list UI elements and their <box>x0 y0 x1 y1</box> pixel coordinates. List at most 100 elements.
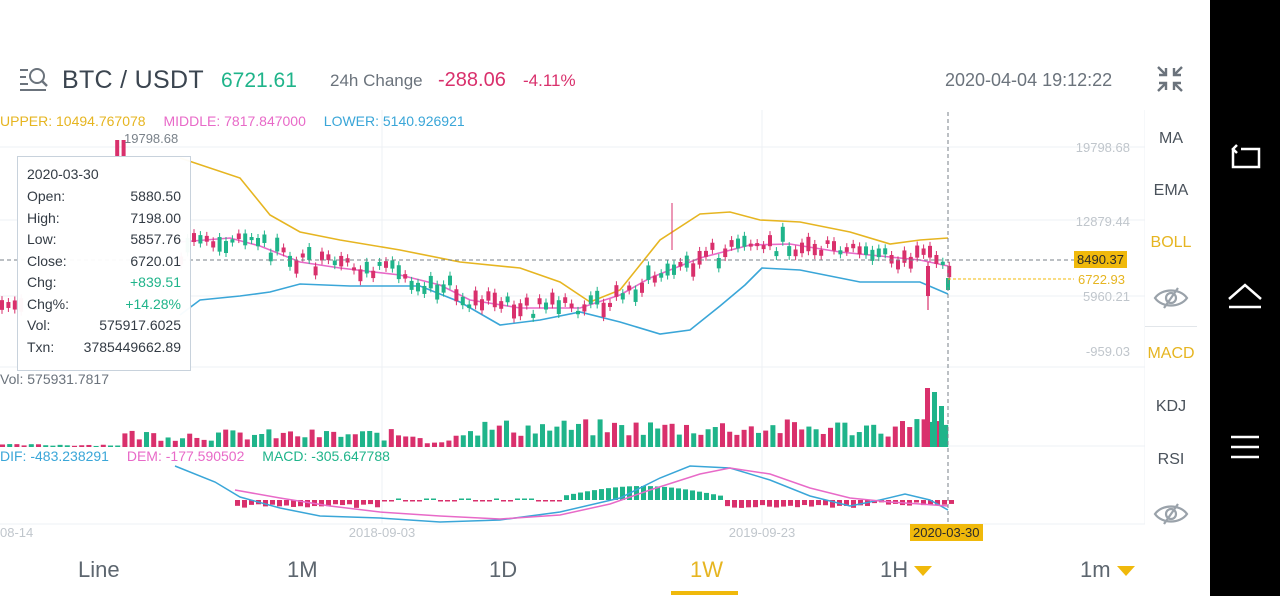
volume-bar <box>799 429 805 447</box>
volume-bar <box>489 429 495 447</box>
volume-bar <box>381 440 387 447</box>
indicator-macd[interactable]: MACD <box>1147 345 1195 362</box>
candle <box>115 140 120 156</box>
tooltip-value: 3785449662.89 <box>83 338 181 355</box>
caret-down-icon <box>1116 566 1135 577</box>
x-axis-label: 08-14 <box>0 525 33 540</box>
macd-bar <box>305 500 310 508</box>
candle <box>326 254 331 261</box>
volume-bar <box>900 421 905 447</box>
tab-1m-month[interactable]: 1M <box>287 557 318 582</box>
candle <box>435 284 440 300</box>
volume-bar <box>864 425 869 447</box>
trading-pair[interactable]: BTC / USDT <box>62 66 204 94</box>
candle <box>556 300 561 315</box>
volume-bar <box>244 439 250 447</box>
tab-1m-minute[interactable]: 1m <box>1080 557 1135 583</box>
volume-bar <box>288 431 293 447</box>
volume-bar <box>784 419 790 447</box>
macd-bar <box>431 498 436 500</box>
tooltip-value: 575917.6025 <box>99 317 181 333</box>
tooltip-label: Chg: <box>27 274 57 290</box>
candle <box>300 253 305 258</box>
search-chart-icon[interactable] <box>18 64 50 94</box>
volume-bar <box>194 437 200 447</box>
volume-bar <box>417 438 423 447</box>
volume-bar <box>885 436 891 447</box>
tooltip-row: Low: 5857.76 <box>27 229 181 251</box>
boll-lower: LOWER: 5140.926921 <box>323 113 465 129</box>
volume-bar <box>576 423 581 447</box>
fullscreen-exit-icon[interactable] <box>1155 64 1185 94</box>
macd-bar <box>844 500 849 506</box>
candle <box>531 313 536 318</box>
volume-bar <box>280 432 286 447</box>
back-icon[interactable] <box>1225 137 1265 177</box>
candle <box>896 260 900 270</box>
macd-bar <box>396 498 401 500</box>
candle <box>224 241 228 254</box>
candle <box>812 243 817 256</box>
eye-icon[interactable] <box>1153 502 1189 526</box>
max-price-label: 19798.68 <box>124 131 178 146</box>
candle <box>537 298 542 305</box>
macd-bar <box>326 500 331 507</box>
indicator-ema[interactable]: EMA <box>1153 182 1189 199</box>
tab-line[interactable]: Line <box>78 557 120 582</box>
indicator-boll[interactable]: BOLL <box>1150 234 1192 251</box>
indicator-rsi[interactable]: RSI <box>1157 451 1185 468</box>
candle <box>512 304 516 319</box>
volume-bar <box>432 442 437 447</box>
macd-bar <box>760 500 765 506</box>
tab-1d[interactable]: 1D <box>489 557 518 582</box>
volume-bar <box>597 419 603 447</box>
candle <box>793 249 798 257</box>
indicator-kdj[interactable]: KDJ <box>1155 398 1187 415</box>
candle <box>832 241 836 251</box>
volume-bar <box>525 425 531 447</box>
candle <box>371 270 376 279</box>
menu-icon[interactable] <box>1225 427 1265 467</box>
candle <box>864 246 868 255</box>
home-icon[interactable] <box>1225 277 1265 317</box>
tooltip-label: Open: <box>27 188 66 204</box>
volume-bar <box>50 445 56 447</box>
volume-bar <box>626 435 632 447</box>
eye-icon[interactable] <box>1153 286 1189 310</box>
candle <box>204 235 209 242</box>
macd-bar <box>711 494 716 500</box>
macd-bar <box>732 500 737 508</box>
system-nav-bar <box>1210 0 1280 596</box>
candle <box>358 269 363 282</box>
macd-bar <box>753 500 758 508</box>
boll-legend: UPPER: 10494.767078 MIDDLE: 7817.847000 … <box>0 113 479 129</box>
volume-bar <box>504 420 509 447</box>
macd-bar <box>543 500 548 502</box>
candle <box>723 248 728 258</box>
candle <box>902 250 907 263</box>
tab-1w[interactable]: 1W <box>690 557 723 582</box>
volume-bar <box>892 426 898 447</box>
candle <box>588 295 593 305</box>
x-axis-label: 2019-09-23 <box>729 525 796 540</box>
macd-bar <box>417 500 422 502</box>
candle <box>633 289 638 302</box>
tooltip-label: High: <box>27 209 60 226</box>
volume-bar <box>532 433 538 447</box>
volume-bar <box>352 434 358 447</box>
tab-1h[interactable]: 1H <box>880 557 933 583</box>
candle <box>332 260 337 266</box>
change-label: 24h Change <box>330 71 423 90</box>
macd-bar <box>781 500 786 507</box>
macd-bar <box>858 500 863 506</box>
candle <box>844 247 849 252</box>
macd-bar <box>249 500 254 505</box>
macd-bar <box>935 500 940 506</box>
volume-bar <box>439 442 445 447</box>
candle <box>243 233 248 246</box>
volume-bar <box>172 440 178 447</box>
macd-bar <box>599 489 604 500</box>
candle <box>409 280 414 290</box>
indicator-ma[interactable]: MA <box>1159 130 1183 147</box>
macd-bar <box>459 498 464 500</box>
